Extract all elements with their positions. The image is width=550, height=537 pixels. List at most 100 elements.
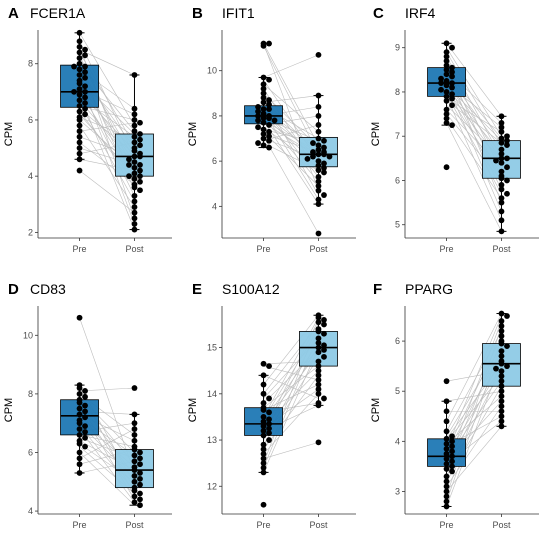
panel-e-pair-line <box>263 384 319 411</box>
panel-a-points-pre <box>71 29 88 174</box>
panel-e-point-post <box>315 349 322 356</box>
panel-b-point-pre <box>260 99 267 106</box>
panel-e-point-post <box>315 314 322 321</box>
panel-d-pair-line <box>79 317 135 474</box>
panel-e-point-pre <box>266 437 272 443</box>
panel-c-point-pre <box>443 49 450 56</box>
panel-f-point-post <box>498 393 505 400</box>
panel-b-pair-line <box>263 136 319 234</box>
panel-a-point-post <box>131 215 138 222</box>
panel-d-point-pre <box>76 449 83 456</box>
panel-f-point-pre <box>443 418 450 425</box>
panel-d-point-pre <box>76 411 83 418</box>
panel-b-pair-line <box>263 43 319 146</box>
panel-e-point-post <box>321 330 327 337</box>
panel-b-point-post <box>315 103 322 110</box>
panel-a-point-post <box>131 164 138 171</box>
panel-b-point-post <box>315 122 322 128</box>
panel-e-point-post <box>315 386 322 393</box>
panel-b-point-pre <box>266 106 272 113</box>
panel-e-ytick-label-12: 12 <box>207 481 217 491</box>
panel-b-point-pre <box>266 122 272 128</box>
panel-b-point-post <box>321 160 327 167</box>
panel-a-point-pre <box>82 74 88 81</box>
panel-e-point-post <box>315 372 322 379</box>
panel-d-point-pre <box>82 429 88 435</box>
panel-b-pair-line <box>263 120 319 205</box>
panel-c-point-pre <box>443 53 450 60</box>
panel-e-point-post <box>315 363 322 369</box>
panel-a-ytick-label-2: 2 <box>28 227 33 237</box>
panel-c-letter: C <box>373 5 384 22</box>
panel-a-point-pre <box>82 69 88 76</box>
panel-a-point-post <box>131 170 138 177</box>
panel-a-xtick-label-pre: Pre <box>73 244 87 254</box>
panel-d-point-pre <box>76 455 83 462</box>
panel-c-pair-line <box>446 122 502 232</box>
panel-f-point-post <box>498 378 505 385</box>
panel-f-point-pre <box>443 498 450 505</box>
panel-b-point-post <box>315 230 322 237</box>
panel-a-point-post <box>137 167 143 174</box>
panel-f-point-pre <box>443 398 450 405</box>
panel-c-pair-line <box>446 43 502 117</box>
panel-b-point-post <box>315 201 322 207</box>
panel-e-point-pre <box>260 460 267 467</box>
panel-f-point-pre <box>443 503 450 510</box>
panel-d-pair-line <box>79 387 135 392</box>
panel-b-point-pre <box>260 119 267 126</box>
panel-f-point-post <box>498 353 505 360</box>
panel-a-points-post <box>126 72 143 233</box>
panel-a-point-post <box>131 122 138 129</box>
panel-c-ytick-label-9: 9 <box>395 43 400 53</box>
panel-b-point-post <box>315 196 322 203</box>
panel-f-point-post <box>498 360 505 367</box>
panel-c-pair-line <box>446 98 502 133</box>
panel-b-point-post <box>315 158 322 165</box>
panel-c-point-post <box>504 177 510 184</box>
panel-b-point-pre <box>271 117 278 124</box>
panel-a-point-pre <box>76 117 83 123</box>
panel-a-point-post <box>126 162 132 168</box>
panel-c-point-post <box>498 195 505 202</box>
panel-e-point-pre <box>260 400 267 406</box>
panel-e-ytick-label-14: 14 <box>207 389 217 399</box>
panel-f-point-post <box>498 368 505 375</box>
panel-b-point-post <box>310 140 316 146</box>
panel-a-xtick-label-post: Post <box>125 244 144 254</box>
panel-d-ytick-label-10: 10 <box>23 330 33 340</box>
panel-e-point-post <box>315 402 322 409</box>
panel-a-point-post <box>126 156 132 163</box>
panel-c-point-post <box>498 113 505 120</box>
panel-d-point-post <box>131 420 138 427</box>
panel-c-point-pre <box>443 120 450 126</box>
panel-e-point-pre <box>260 381 267 388</box>
panel-a-point-post <box>131 209 138 216</box>
panel-f-letter: F <box>373 281 382 298</box>
panel-c-point-pre <box>449 73 455 80</box>
panel-d-point-post <box>131 446 138 453</box>
panel-b-pair-line <box>263 124 319 142</box>
panel-f-point-post <box>498 398 505 405</box>
panel-c-point-post <box>498 139 505 146</box>
panel-a-point-pre <box>76 108 83 115</box>
panel-a-point-post <box>131 184 138 191</box>
panel-b-point-post <box>315 162 322 169</box>
panel-b-point-pre <box>260 135 267 142</box>
panel-c-point-pre <box>449 91 455 98</box>
panel-c-point-post <box>498 217 505 224</box>
panel-b-point-pre <box>266 137 272 144</box>
panel-f-point-post <box>498 408 505 415</box>
panel-d-pair-line <box>79 434 135 447</box>
panel-f-point-pre <box>443 460 450 467</box>
panel-d-point-post <box>137 470 143 476</box>
panel-d-point-pre <box>76 461 83 468</box>
panel-c-point-pre <box>443 66 450 73</box>
panel-b-points-pre <box>255 40 278 151</box>
panel-b-point-post <box>326 153 333 160</box>
panel-b-point-pre <box>266 115 272 122</box>
panel-c-point-pre <box>443 97 450 104</box>
panel-b-point-pre <box>260 85 267 92</box>
panel-a-point-post <box>137 173 143 180</box>
panel-d-point-pre <box>82 434 88 441</box>
